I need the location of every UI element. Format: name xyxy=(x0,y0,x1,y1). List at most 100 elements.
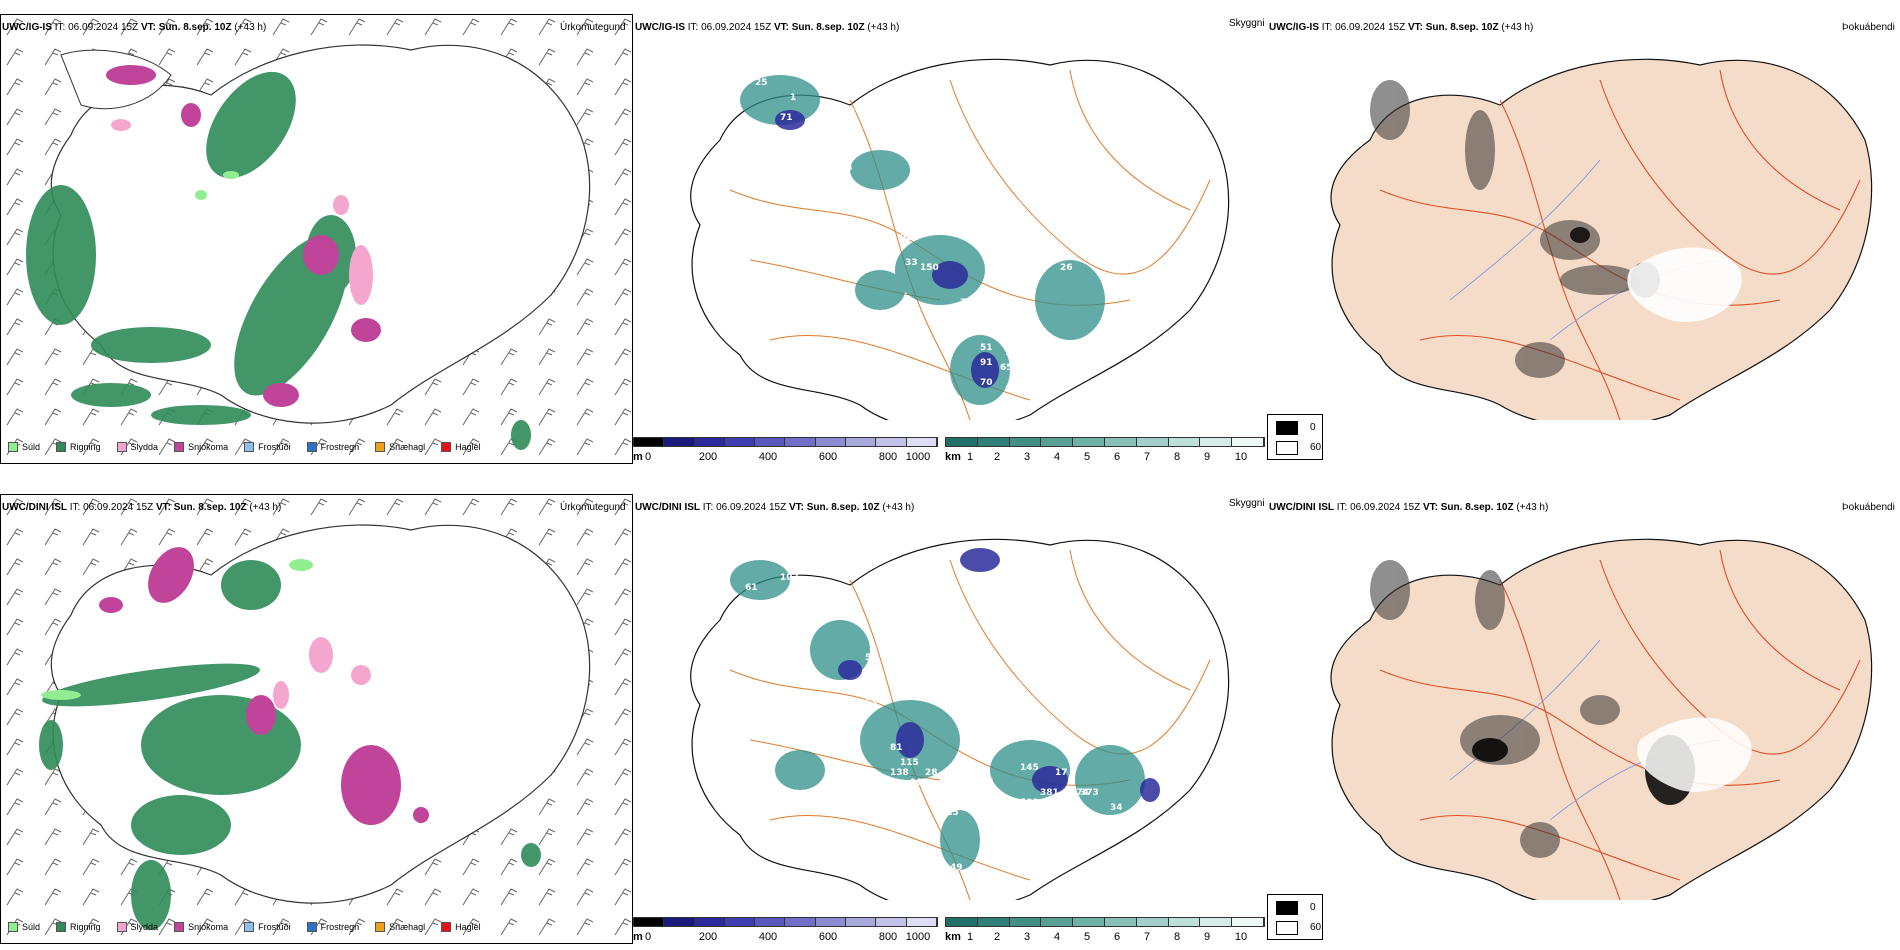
cloud-number-label: 146 xyxy=(950,763,969,773)
cloud-number-label: 34 xyxy=(1110,803,1123,813)
cloud-number-label: 70 xyxy=(980,378,993,388)
legend-item: Snæhagl xyxy=(375,922,425,932)
lead-time: (+43 h) xyxy=(249,502,282,513)
legend-item: Frostregn xyxy=(306,922,359,932)
cloud-number-label: 115 xyxy=(900,758,919,768)
lead-time: (+43 h) xyxy=(234,22,267,33)
cloud-number-label: 107 xyxy=(810,823,829,833)
visibility-colorbar-strip xyxy=(945,917,1265,927)
precip-header-2: UWC/DINI ISL IT: 06.09.2024 15Z VT: Sun.… xyxy=(2,502,281,514)
legend-swatch xyxy=(8,922,18,932)
cloud-title-1: Skyggni xyxy=(1229,18,1265,29)
valid-time: Sun. 8.sep. 10Z xyxy=(806,502,880,513)
colorbar-cell xyxy=(1073,438,1105,446)
colorbar-cell xyxy=(664,438,695,446)
colorbar-cell xyxy=(1104,918,1137,926)
row-2: UWC/DINI ISL IT: 06.09.2024 15Z VT: Sun.… xyxy=(0,480,1900,950)
colorbar-cell xyxy=(1104,438,1137,446)
cloud-number-label: 1 xyxy=(790,93,796,103)
legend-swatch xyxy=(306,922,317,932)
cloud-header-1: UWC/IG-IS IT: 06.09.2024 15Z VT: Sun. 8.… xyxy=(635,22,899,34)
visibility-tick: 7 xyxy=(1143,451,1151,463)
fog-legend-1: 0 60 xyxy=(1267,414,1323,460)
legend-item: Snæhagl xyxy=(375,442,425,452)
visibility-tick: 3 xyxy=(1023,451,1031,463)
visibility-tick: 9 xyxy=(1203,451,1211,463)
cloud-number-label: 503 xyxy=(1020,798,1039,808)
height-tick: 0 xyxy=(644,931,652,943)
fog-header-1: UWC/IG-IS IT: 06.09.2024 15Z VT: Sun. 8.… xyxy=(1269,22,1533,34)
model-name: UWC/IG-IS xyxy=(635,22,685,33)
cloud-number-labels-1: 25 45 1 71 101 72 64 93 150 129 98 33 158 119 31 75 51 13… xyxy=(755,68,1093,395)
colorbar-cell xyxy=(694,438,725,446)
visibility-tick: 6 xyxy=(1113,451,1121,463)
height-tick: 1000 xyxy=(905,931,931,943)
cloud-number-label: 25 xyxy=(755,78,768,88)
model-name: UWC/IG-IS xyxy=(1269,22,1319,33)
cloud-number-label: 150 xyxy=(920,263,939,273)
visibility-tick: 8 xyxy=(1173,451,1181,463)
visibility-colorbar-2: km 1 2 3 4 5 6 7 8 9 10 xyxy=(945,917,1265,945)
height-unit: m xyxy=(633,451,643,463)
colorbar-cell xyxy=(906,438,937,446)
init-time: IT: 06.09.2024 15Z xyxy=(1336,502,1421,513)
height-tick: 400 xyxy=(758,931,778,943)
cloud-number-label: 61 xyxy=(825,713,838,723)
cloud-number-label: 373 xyxy=(1080,788,1099,798)
cloud-number-label: 51 xyxy=(970,878,983,888)
visibility-tick: 5 xyxy=(1083,931,1091,943)
cloud-number-label: 101 xyxy=(850,108,869,118)
cloud-number-label: 11 xyxy=(830,743,843,753)
legend-item: Frostúði xyxy=(244,442,291,452)
colorbar-cell xyxy=(724,918,756,926)
cloud-number-label: 381 xyxy=(1040,788,1059,798)
precip-legend-2: Súld Rigning Slydda Snjókoma Frostúði Fr… xyxy=(8,922,497,932)
cloud-number-label: 52 xyxy=(865,653,878,663)
precip-map-frame-2 xyxy=(0,494,633,944)
fog-legend-label: 60 xyxy=(1310,922,1322,933)
cloud-number-label: 42 xyxy=(1080,233,1093,243)
colorbar-cell xyxy=(946,918,978,926)
vt-label: VT: xyxy=(1422,502,1438,513)
colorbar-cell xyxy=(1168,918,1201,926)
colorbar-cell xyxy=(755,438,786,446)
colorbar-cell xyxy=(1041,438,1074,446)
legend-item: Haglél xyxy=(441,442,481,452)
cloud-number-label: 17 xyxy=(1055,768,1068,778)
fog-legend-label: 0 xyxy=(1310,422,1316,433)
cloud-number-label: 108 xyxy=(910,778,929,788)
colorbar-cell xyxy=(1136,918,1169,926)
colorbar-cell xyxy=(946,438,978,446)
vt-label: VT: xyxy=(155,502,171,513)
height-unit: m xyxy=(633,931,643,943)
valid-time: Sun. 8.sep. 10Z xyxy=(1440,502,1514,513)
cloud-number-label: 107 xyxy=(780,573,799,583)
lead-time: (+43 h) xyxy=(1516,502,1549,513)
visibility-unit: km xyxy=(945,451,961,463)
legend-swatch xyxy=(174,442,185,452)
lead-time: (+43 h) xyxy=(882,502,915,513)
colorbar-cell xyxy=(785,438,816,446)
colorbar-cell xyxy=(876,438,907,446)
height-colorbar-2: m 0 200 400 600 800 1000 xyxy=(633,917,938,945)
colorbar-cell xyxy=(815,438,847,446)
cloud-number-label: 59 xyxy=(1005,385,1018,395)
fog-title-2: Þokuábendi xyxy=(1842,502,1895,513)
visibility-tick: 2 xyxy=(993,931,1001,943)
fog-header-2: UWC/DINI ISL IT: 06.09.2024 15Z VT: Sun.… xyxy=(1269,502,1548,514)
init-time: IT: 06.09.2024 15Z xyxy=(687,22,772,33)
cloud-number-label: 98 xyxy=(900,233,913,243)
valid-time: Sun. 8.sep. 10Z xyxy=(158,22,232,33)
height-tick: 200 xyxy=(698,931,718,943)
cloud-number-label: 72 xyxy=(875,123,888,133)
visibility-tick: 4 xyxy=(1053,931,1061,943)
valid-time: Sun. 8.sep. 10Z xyxy=(173,502,247,513)
cloud-number-label: 64 xyxy=(840,163,853,173)
init-time: IT: 06.09.2024 15Z xyxy=(702,502,787,513)
row-1: UWC/IG-IS IT: 06.09.2024 15Z VT: Sun. 8.… xyxy=(0,0,1900,470)
model-name: UWC/DINI ISL xyxy=(635,502,700,513)
colorbar-cell xyxy=(755,918,786,926)
cloud-number-label: 158 xyxy=(970,208,989,218)
vt-label: VT: xyxy=(773,22,789,33)
